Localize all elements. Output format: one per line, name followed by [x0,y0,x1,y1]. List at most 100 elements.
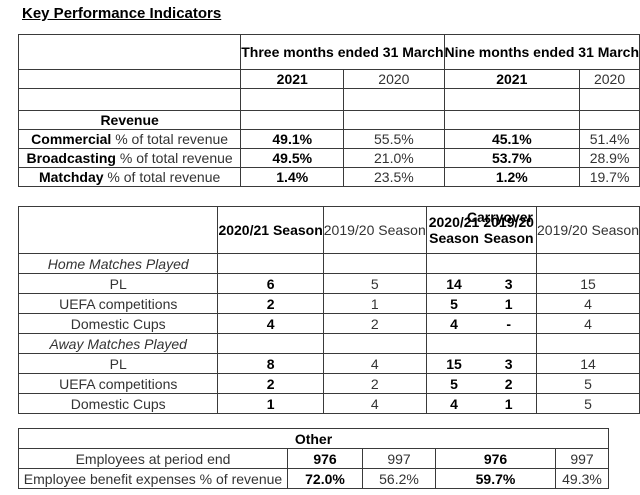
value-cell: 23.5% [343,167,445,187]
season-header-carryover-prior: 2019/20 Season [483,214,534,246]
value-cell: 28.9% [579,148,640,168]
table-row: Domestic Cups 4 2 4- 4 [17,313,640,334]
value-cell: 997 [555,448,609,469]
table-row: Home Matches Played [17,253,640,274]
value-cell: 5 [536,373,640,394]
value-cell: 6 [217,273,324,294]
table-row: Other [18,428,609,449]
row-label-domestic-cups: Domestic Cups [17,393,219,414]
value-cell: 1 [504,295,513,312]
value-cell: 4 [450,315,458,332]
row-label-employees: Employees at period end [18,448,288,469]
period-group-header-three-months: Three months ended 31 March [240,34,445,70]
empty-cell [443,88,581,111]
value-cell: 14 [446,275,462,292]
period-group-header-nine-months: Nine months ended 31 March [443,34,640,70]
value-cell: 1.4% [240,167,345,187]
table-row: PL 8 4 15 3 14 [17,353,640,374]
empty-cell [425,253,538,274]
table-row: Commercial % of total revenue 49.1% 55.5… [17,129,640,149]
season-header-carryover-current: 2020/21 Season [428,214,480,246]
table-row: Matchday % of total revenue 1.4% 23.5% 1… [17,167,640,187]
value-cell: 5 [536,393,640,414]
row-label-desc: % of total revenue [103,169,221,185]
row-label-matchday: Matchday % of total revenue [17,167,242,187]
empty-cell [17,88,242,111]
value-cell: 1.2% [443,167,581,187]
row-label-term: Matchday [38,169,104,185]
season-header-current: 2020/21 Season [217,206,324,254]
table-row [17,88,640,111]
value-cell: 5 [322,273,427,294]
value-cell: 72.0% [287,468,363,489]
row-label-desc: % of total revenue [111,131,229,147]
value-cell: 5 [450,295,458,312]
season-header-prior: 2019/20 Season [322,206,427,254]
value-cell: 49.1% [240,129,345,149]
value-cell: 997 [362,448,436,469]
value-cell: 45.1% [443,129,581,149]
row-label-uefa: UEFA competitions [17,373,219,394]
season-header-prior-total: 2019/20 Season [536,206,640,254]
value-cell: 3 [504,355,513,372]
value-cell: 49.5% [240,148,345,168]
table-row: Broadcasting % of total revenue 49.5% 21… [17,148,640,168]
value-cell: 3 [504,275,513,292]
table-row: 2020/21 Season 2019/20 Season Carryover … [17,206,640,254]
value-cell: 2 [322,373,427,394]
value-cell-pair: 15 3 [425,353,538,374]
empty-cell [322,333,427,354]
row-label-term: Broadcasting [26,150,116,166]
value-cell: 5 [450,375,458,392]
value-cell: 19.7% [579,167,640,187]
value-cell: 2 [322,313,427,334]
value-cell: 4 [322,393,427,414]
year-header: 2020 [579,69,640,89]
value-cell-pair: 4- [425,313,538,334]
empty-cell [536,333,640,354]
table-row: Three months ended 31 March Nine months … [17,34,640,70]
empty-cell [579,88,640,111]
empty-cell [343,110,445,130]
table-row: Employees at period end 976 997 976 997 [18,448,609,469]
table-row: Employee benefit expenses % of revenue 7… [18,468,609,489]
row-label-broadcasting: Broadcasting % of total revenue [17,148,242,168]
value-cell: 4 [322,353,427,374]
value-cell: 1 [217,393,324,414]
empty-cell [343,88,445,111]
empty-cell [443,110,581,130]
empty-cell [17,34,242,70]
value-cell: 55.5% [343,129,445,149]
empty-cell [536,253,640,274]
value-cell: 1 [322,293,427,314]
value-cell: 2 [217,373,324,394]
section-label-revenue: Revenue [17,110,242,130]
row-label-employee-benefit-expenses: Employee benefit expenses % of revenue [18,468,288,489]
section-label-away-matches: Away Matches Played [17,333,219,354]
value-cell: 53.7% [443,148,581,168]
row-label-pl: PL [17,353,219,374]
value-cell: 15 [446,355,462,372]
year-header: 2021 [443,69,581,89]
row-label-commercial: Commercial % of total revenue [17,129,242,149]
row-label-term: Commercial [31,131,112,147]
empty-cell [17,69,242,89]
empty-cell [217,253,324,274]
value-cell: 8 [217,353,324,374]
table-row: Revenue [17,110,640,130]
empty-cell [17,206,219,254]
value-cell: 4 [217,313,324,334]
value-cell: 4 [536,293,640,314]
value-cell: 51.4% [579,129,640,149]
value-cell: 4 [536,313,640,334]
table-row: Away Matches Played [17,333,640,354]
value-cell: 21.0% [343,148,445,168]
empty-cell [240,110,345,130]
value-cell-pair: 14 3 [425,273,538,294]
empty-cell [579,110,640,130]
